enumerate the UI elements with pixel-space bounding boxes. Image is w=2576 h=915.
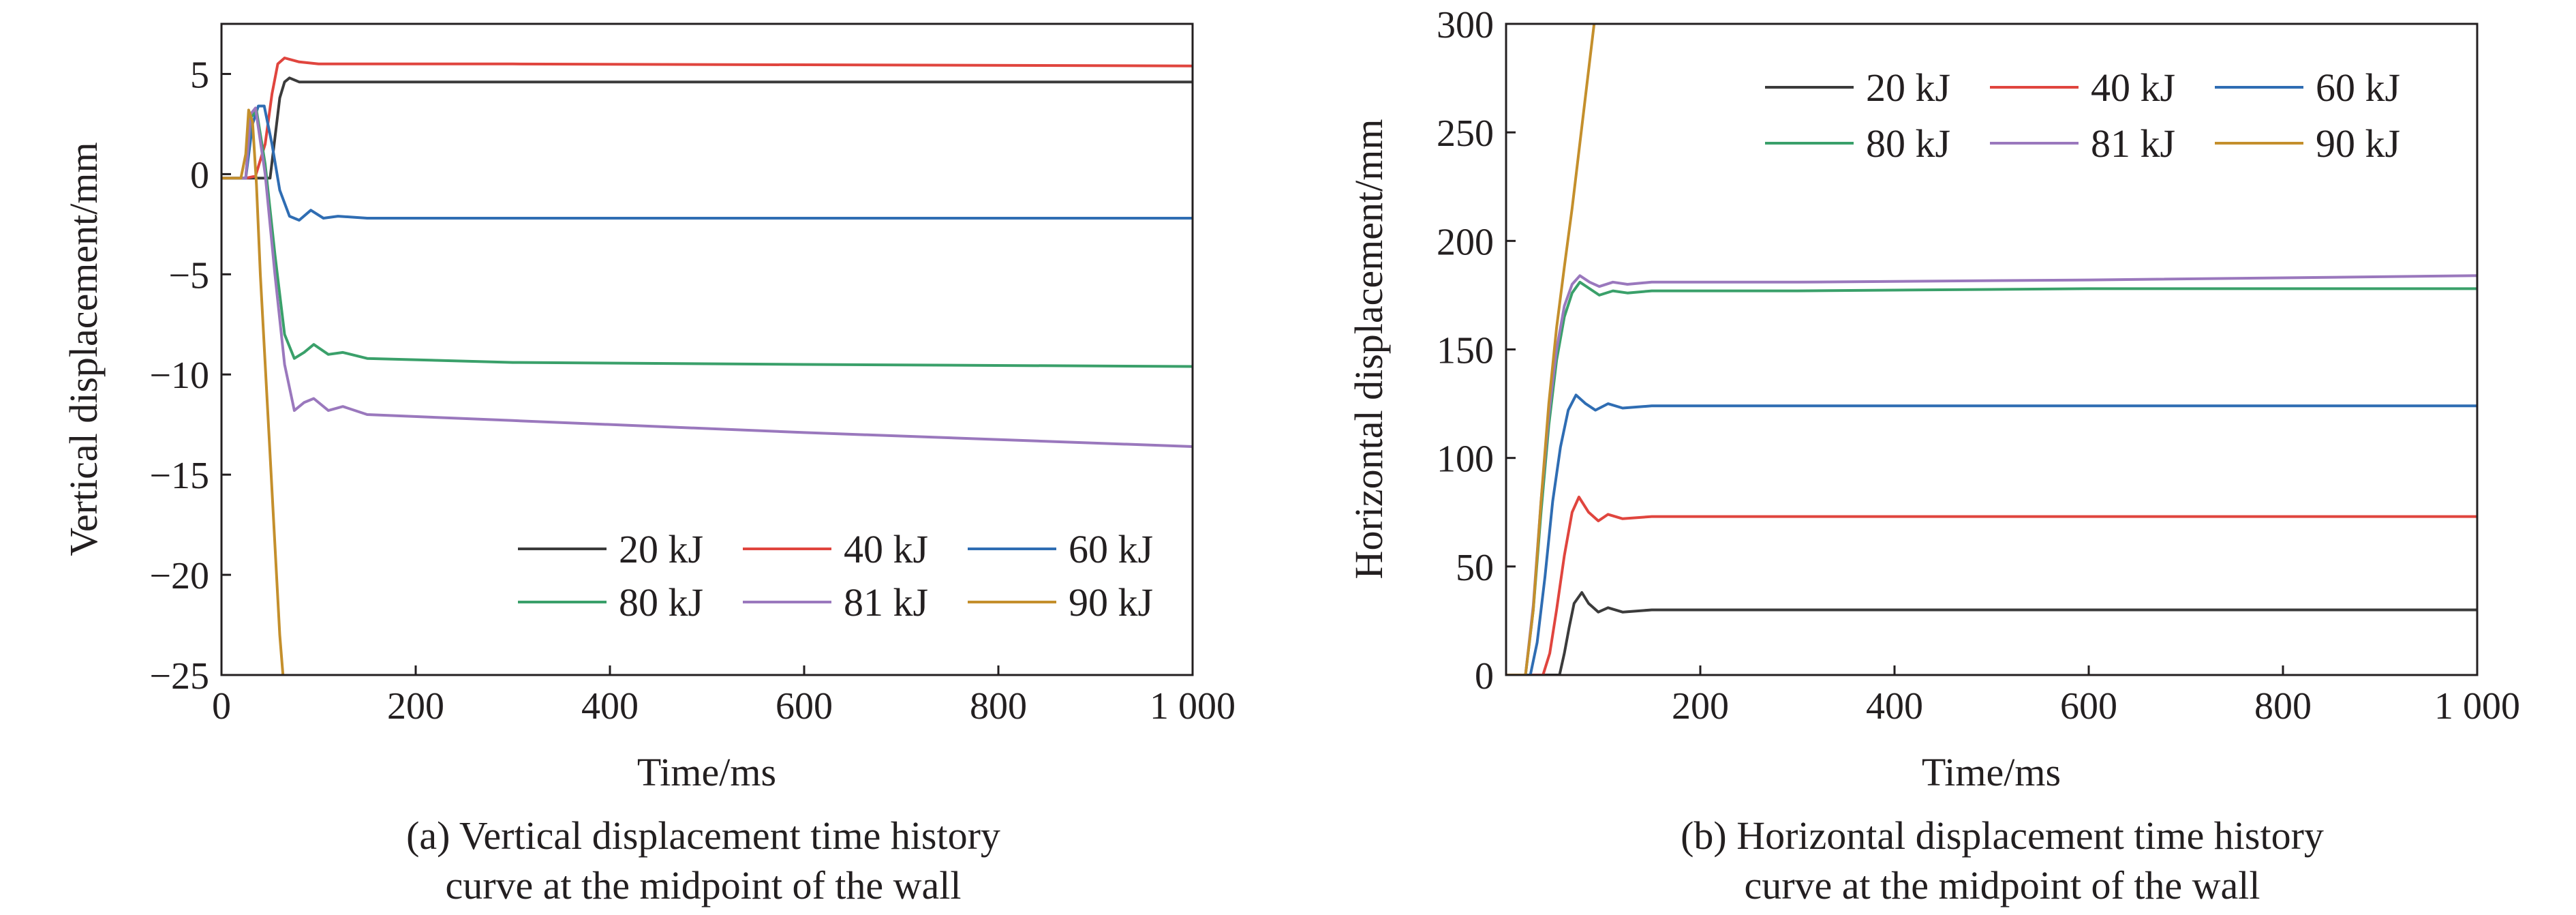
x-tick-label: 1 000 [1150,685,1236,728]
series-line-81-kj [1506,274,2477,675]
series-line-60-kj [221,104,1193,222]
series-line-60-kj [1506,393,2477,675]
series-line-40-kj [221,57,1193,180]
y-tick-label: 250 [1437,112,1494,155]
legend-label: 80 kJ [619,580,703,625]
chart-panel-b: 200 400 600 800 1 000 0 50 100 150 200 250 300 Tim… [1347,4,2520,907]
legend-label: 40 kJ [844,527,928,571]
y-axis-label-b: Horizontal displacement/mm [1347,119,1391,580]
y-tick-label: 50 [1456,547,1494,589]
legend-label: 60 kJ [2316,65,2400,110]
legend-label: 90 kJ [2316,121,2400,166]
caption-a-line1: (a) Vertical displacement time history [406,813,1000,858]
legend-label: 60 kJ [1069,527,1153,571]
series-lines-b [1506,24,2477,675]
y-tick-label: 200 [1437,221,1494,263]
y-ticks-b: 0 50 100 150 200 250 300 [1437,4,1516,698]
series-line-80-kj [1506,280,2477,675]
chart-panel-a: 0 200 400 600 800 1 000 5 0 −5 −10 −15 −20 −25 Time… [61,22,1236,907]
series-line-20-kj [1506,591,2477,675]
x-ticks-a: 0 200 400 600 800 1 000 [212,665,1236,728]
y-tick-label: 5 [190,54,209,96]
x-axis-label-a: Time/ms [637,750,776,794]
y-tick-label: −10 [149,355,209,397]
legend-a: 20 kJ 40 kJ 60 kJ 80 kJ 81 kJ 90 kJ [518,527,1153,625]
series-line-81-kj [221,106,1193,448]
legend-label: 81 kJ [844,580,928,625]
x-tick-label: 400 [1866,685,1923,728]
y-axis-label-a: Vertical displacement/mm [61,142,106,556]
y-tick-label: −5 [168,254,209,297]
x-tick-label: 200 [1672,685,1729,728]
series-line-90-kj [1506,24,1596,675]
x-tick-label: 800 [2254,685,2312,728]
x-ticks-b: 200 400 600 800 1 000 [1672,665,2520,728]
series-lines-a [221,57,1193,675]
y-tick-label: −15 [149,455,209,497]
x-tick-label: 0 [212,685,231,728]
legend-label: 20 kJ [619,527,703,571]
x-tick-label: 1 000 [2434,685,2520,728]
x-tick-label: 400 [581,685,639,728]
x-tick-label: 600 [776,685,833,728]
y-tick-label: 0 [1475,655,1494,698]
series-line-80-kj [221,108,1193,368]
legend-label: 81 kJ [2091,121,2175,166]
y-tick-label: −20 [149,555,209,597]
y-tick-label: 300 [1437,4,1494,46]
legend-label: 80 kJ [1866,121,1950,166]
series-line-40-kj [1506,496,2477,675]
legend-b: 20 kJ 40 kJ 60 kJ 80 kJ 81 kJ 90 kJ [1765,65,2400,166]
caption-a-line2: curve at the midpoint of the wall [445,863,961,907]
caption-b-line2: curve at the midpoint of the wall [1744,863,2260,907]
legend-label: 40 kJ [2091,65,2175,110]
y-tick-label: 0 [190,154,209,196]
caption-b-line1: (b) Horizontal displacement time history [1681,813,2324,858]
y-ticks-a: 5 0 −5 −10 −15 −20 −25 [149,54,231,698]
legend-label: 20 kJ [1866,65,1950,110]
x-tick-label: 200 [387,685,444,728]
series-line-90-kj [221,108,285,675]
plot-frame-a [220,22,1194,676]
x-tick-label: 800 [970,685,1027,728]
series-line-20-kj [221,76,1193,180]
legend-label: 90 kJ [1069,580,1153,625]
x-axis-label-b: Time/ms [1922,750,2061,794]
x-tick-label: 600 [2060,685,2117,728]
y-tick-label: 150 [1437,330,1494,372]
y-tick-label: −25 [149,655,209,698]
y-tick-label: 100 [1437,438,1494,481]
